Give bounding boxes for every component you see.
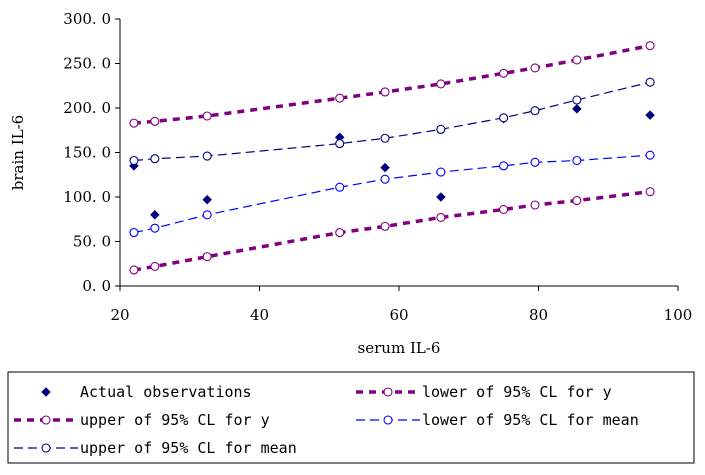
x-tick-label: 100 — [664, 306, 693, 324]
data-point — [645, 110, 655, 120]
y-tick-label: 0. 0 — [82, 277, 111, 295]
y-tick-label: 150. 0 — [63, 144, 111, 162]
data-point — [499, 68, 509, 78]
legend-swatch-marker — [41, 415, 51, 425]
legend-box — [7, 371, 695, 464]
data-point — [202, 151, 212, 161]
data-point — [436, 167, 446, 177]
x-tick-label: 80 — [529, 306, 548, 324]
data-point — [530, 63, 540, 73]
data-point — [530, 200, 540, 210]
data-point — [645, 41, 655, 51]
data-point — [572, 196, 582, 206]
y-tick-label: 250. 0 — [63, 55, 111, 73]
data-point — [572, 104, 582, 114]
data-point — [436, 79, 446, 89]
legend-label: lower of 95% CL for mean — [422, 411, 639, 429]
data-point — [202, 194, 213, 205]
legend-swatch-marker — [41, 387, 51, 397]
data-point — [572, 155, 582, 166]
x-tick-label: 20 — [110, 306, 129, 324]
y-tick-label: 100. 0 — [63, 188, 111, 206]
legend-label: upper of 95% CL for y — [80, 411, 270, 429]
data-point — [435, 192, 446, 202]
data-point — [202, 252, 212, 262]
legend-swatch-marker — [41, 443, 51, 453]
series-line — [133, 43, 651, 125]
series-3 — [129, 41, 655, 128]
legend-swatch-marker — [383, 387, 393, 397]
legend-item-2: lower of 95% CL for y — [356, 383, 612, 401]
data-point — [645, 77, 655, 87]
data-point — [436, 212, 446, 223]
data-point — [129, 118, 139, 128]
data-point — [129, 228, 139, 238]
y-axis-title: brain IL-6 — [9, 115, 27, 190]
data-point — [150, 261, 160, 271]
data-point — [645, 187, 655, 197]
y-tick-label: 200. 0 — [63, 99, 111, 117]
data-point — [530, 157, 540, 167]
data-point — [335, 182, 345, 192]
data-point — [335, 139, 345, 149]
data-point — [150, 116, 160, 126]
data-point — [129, 265, 139, 275]
legend-item-3: upper of 95% CL for y — [14, 411, 270, 429]
legend-label: lower of 95% CL for y — [422, 383, 612, 401]
series-line — [133, 154, 651, 234]
x-tick-label: 40 — [250, 306, 269, 324]
data-point — [380, 174, 390, 184]
series-line — [133, 81, 651, 162]
data-point — [499, 161, 509, 171]
data-point — [380, 87, 390, 97]
data-point — [499, 204, 509, 215]
data-point — [572, 95, 582, 105]
data-point — [572, 55, 582, 65]
data-point — [380, 162, 390, 173]
legend-item-4: lower of 95% CL for mean — [356, 411, 639, 429]
series-5 — [129, 77, 655, 166]
data-point — [499, 113, 509, 123]
data-point — [150, 223, 160, 233]
x-axis-title: serum IL-6 — [358, 339, 441, 357]
data-point — [380, 221, 390, 231]
legend-label: Actual observations — [80, 383, 252, 401]
series-2 — [129, 187, 655, 275]
data-point — [335, 93, 345, 103]
data-point — [150, 154, 160, 164]
data-point — [202, 210, 212, 220]
series-4 — [129, 150, 655, 238]
axes: 0. 0 50. 0 100. 0 150. 0 200. 0 250. 0 300. 0 2… — [63, 10, 692, 324]
y-tick-label: 50. 0 — [73, 233, 111, 251]
data-point — [436, 124, 446, 134]
y-tick-label: 300. 0 — [63, 10, 111, 28]
data-point — [202, 111, 212, 121]
data-point — [530, 106, 540, 116]
data-point — [150, 209, 160, 220]
legend-item-1: Actual observations — [41, 383, 252, 401]
data-point — [645, 150, 655, 160]
legend: Actual observations lower of 95% CL for y… — [7, 371, 695, 464]
data-point — [335, 228, 345, 238]
legend-swatch-marker — [383, 415, 393, 425]
plot-area — [129, 41, 655, 275]
data-point — [380, 133, 390, 143]
data-point — [129, 155, 139, 166]
x-tick-label: 60 — [389, 306, 408, 324]
legend-label: upper of 95% CL for mean — [80, 439, 297, 457]
legend-item-5: upper of 95% CL for mean — [14, 439, 297, 457]
